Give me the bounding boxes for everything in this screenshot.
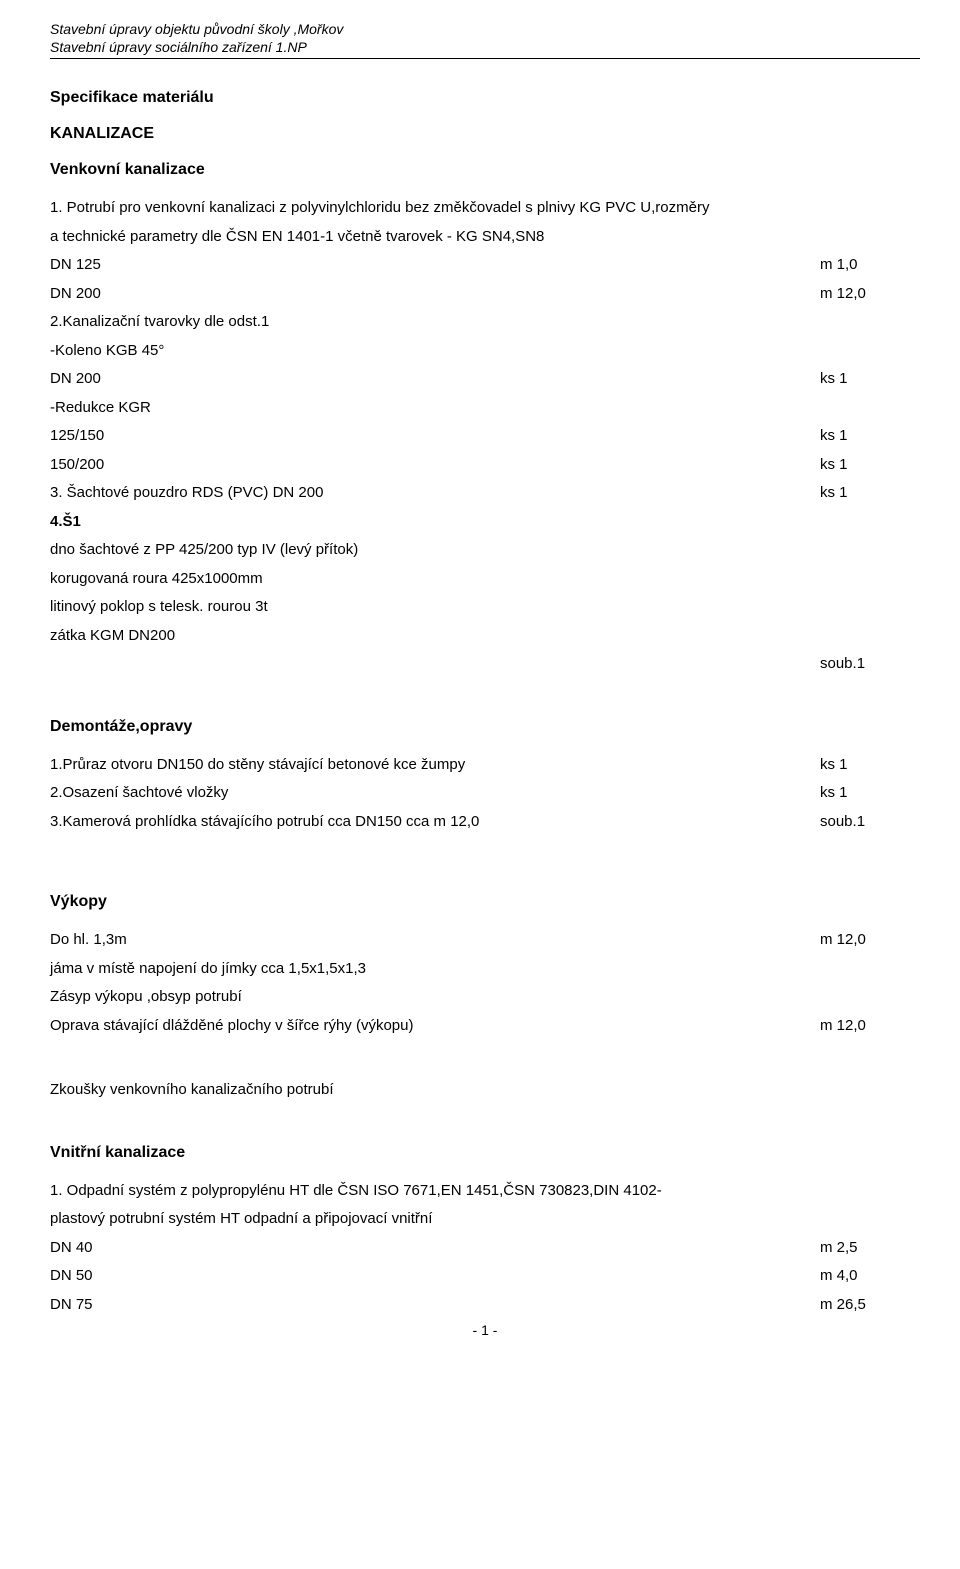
header-line-1: Stavební úpravy objektu původní školy ,M…	[50, 20, 920, 38]
row-pruraz: 1.Průraz otvoru DN150 do stěny stávající…	[50, 754, 920, 777]
subsection-vykopy: Výkopy	[50, 893, 920, 911]
row-dn125: DN 125 m 1,0	[50, 254, 920, 277]
row-label: 3. Šachtové pouzdro RDS (PVC) DN 200	[50, 482, 820, 505]
row-koleno-dn200: DN 200 ks 1	[50, 368, 920, 391]
row-label: DN 50	[50, 1265, 820, 1288]
row-value: ks 1	[820, 754, 920, 777]
row-value: ks 1	[820, 454, 920, 477]
item4-line3: litinový poklop s telesk. rourou 3t	[50, 596, 920, 619]
row-label: DN 200	[50, 368, 820, 391]
row-125-150: 125/150 ks 1	[50, 425, 920, 448]
row-label: Do hl. 1,3m	[50, 929, 820, 952]
row-value: soub.1	[820, 653, 920, 676]
row-value: ks 1	[820, 368, 920, 391]
row-label: 150/200	[50, 454, 820, 477]
row-dn40: DN 40 m 2,5	[50, 1237, 920, 1260]
vnitrni-item1-line1: 1. Odpadní systém z polypropylénu HT dle…	[50, 1180, 920, 1203]
item1-line1: 1. Potrubí pro venkovní kanalizaci z pol…	[50, 197, 920, 220]
row-label: 1.Průraz otvoru DN150 do stěny stávající…	[50, 754, 820, 777]
row-value: m 12,0	[820, 283, 920, 306]
subsection-venkovni: Venkovní kanalizace	[50, 161, 920, 179]
row-dohl: Do hl. 1,3m m 12,0	[50, 929, 920, 952]
doc-title: Specifikace materiálu	[50, 89, 920, 107]
row-label: 125/150	[50, 425, 820, 448]
item4-line2: korugovaná roura 425x1000mm	[50, 568, 920, 591]
row-150-200: 150/200 ks 1	[50, 454, 920, 477]
row-item4-last: zátka KGM DN200	[50, 625, 920, 648]
page-number: - 1 -	[50, 1322, 920, 1338]
row-value: ks 1	[820, 782, 920, 805]
row-value: m 1,0	[820, 254, 920, 277]
section-kanalizace: KANALIZACE	[50, 125, 920, 143]
document-header: Stavební úpravy objektu původní školy ,M…	[50, 20, 920, 59]
row-label: zátka KGM DN200	[50, 625, 820, 648]
row-label: Oprava stávající dlážděné plochy v šířce…	[50, 1015, 820, 1038]
row-label: DN 75	[50, 1294, 820, 1317]
row-osazeni: 2.Osazení šachtové vložky ks 1	[50, 782, 920, 805]
row-value: m 2,5	[820, 1237, 920, 1260]
item2a: -Koleno KGB 45°	[50, 340, 920, 363]
item1-line2: a technické parametry dle ČSN EN 1401-1 …	[50, 226, 920, 249]
row-value: m 12,0	[820, 929, 920, 952]
item2: 2.Kanalizační tvarovky dle odst.1	[50, 311, 920, 334]
zkousky-line: Zkoušky venkovního kanalizačního potrubí	[50, 1079, 920, 1102]
row-value: ks 1	[820, 482, 920, 505]
subsection-vnitrni: Vnitřní kanalizace	[50, 1144, 920, 1162]
item2b: -Redukce KGR	[50, 397, 920, 420]
row-value: soub.1	[820, 811, 920, 834]
row-value: m 12,0	[820, 1015, 920, 1038]
row-kamerova: 3.Kamerová prohlídka stávajícího potrubí…	[50, 811, 920, 834]
row-dn200: DN 200 m 12,0	[50, 283, 920, 306]
vnitrni-item1-line2: plastový potrubní systém HT odpadní a př…	[50, 1208, 920, 1231]
row-dn50: DN 50 m 4,0	[50, 1265, 920, 1288]
row-value: ks 1	[820, 425, 920, 448]
row-value: m 4,0	[820, 1265, 920, 1288]
row-oprava: Oprava stávající dlážděné plochy v šířce…	[50, 1015, 920, 1038]
row-label	[50, 653, 820, 676]
row-label: 2.Osazení šachtové vložky	[50, 782, 820, 805]
row-value	[820, 625, 920, 648]
row-item4-value: soub.1	[50, 653, 920, 676]
row-label: DN 125	[50, 254, 820, 277]
row-label: DN 200	[50, 283, 820, 306]
header-line-2: Stavební úpravy sociálního zařízení 1.NP	[50, 38, 920, 56]
item4-line1: dno šachtové z PP 425/200 typ IV (levý p…	[50, 539, 920, 562]
row-sachtove-pouzdro: 3. Šachtové pouzdro RDS (PVC) DN 200 ks …	[50, 482, 920, 505]
row-label: 3.Kamerová prohlídka stávajícího potrubí…	[50, 811, 820, 834]
item4-title: 4.Š1	[50, 511, 920, 534]
row-value: m 26,5	[820, 1294, 920, 1317]
vykopy-line2: Zásyp výkopu ,obsyp potrubí	[50, 986, 920, 1009]
row-label: DN 40	[50, 1237, 820, 1260]
subsection-demontaze: Demontáže,opravy	[50, 718, 920, 736]
vykopy-line1: jáma v místě napojení do jímky cca 1,5x1…	[50, 958, 920, 981]
row-dn75: DN 75 m 26,5	[50, 1294, 920, 1317]
